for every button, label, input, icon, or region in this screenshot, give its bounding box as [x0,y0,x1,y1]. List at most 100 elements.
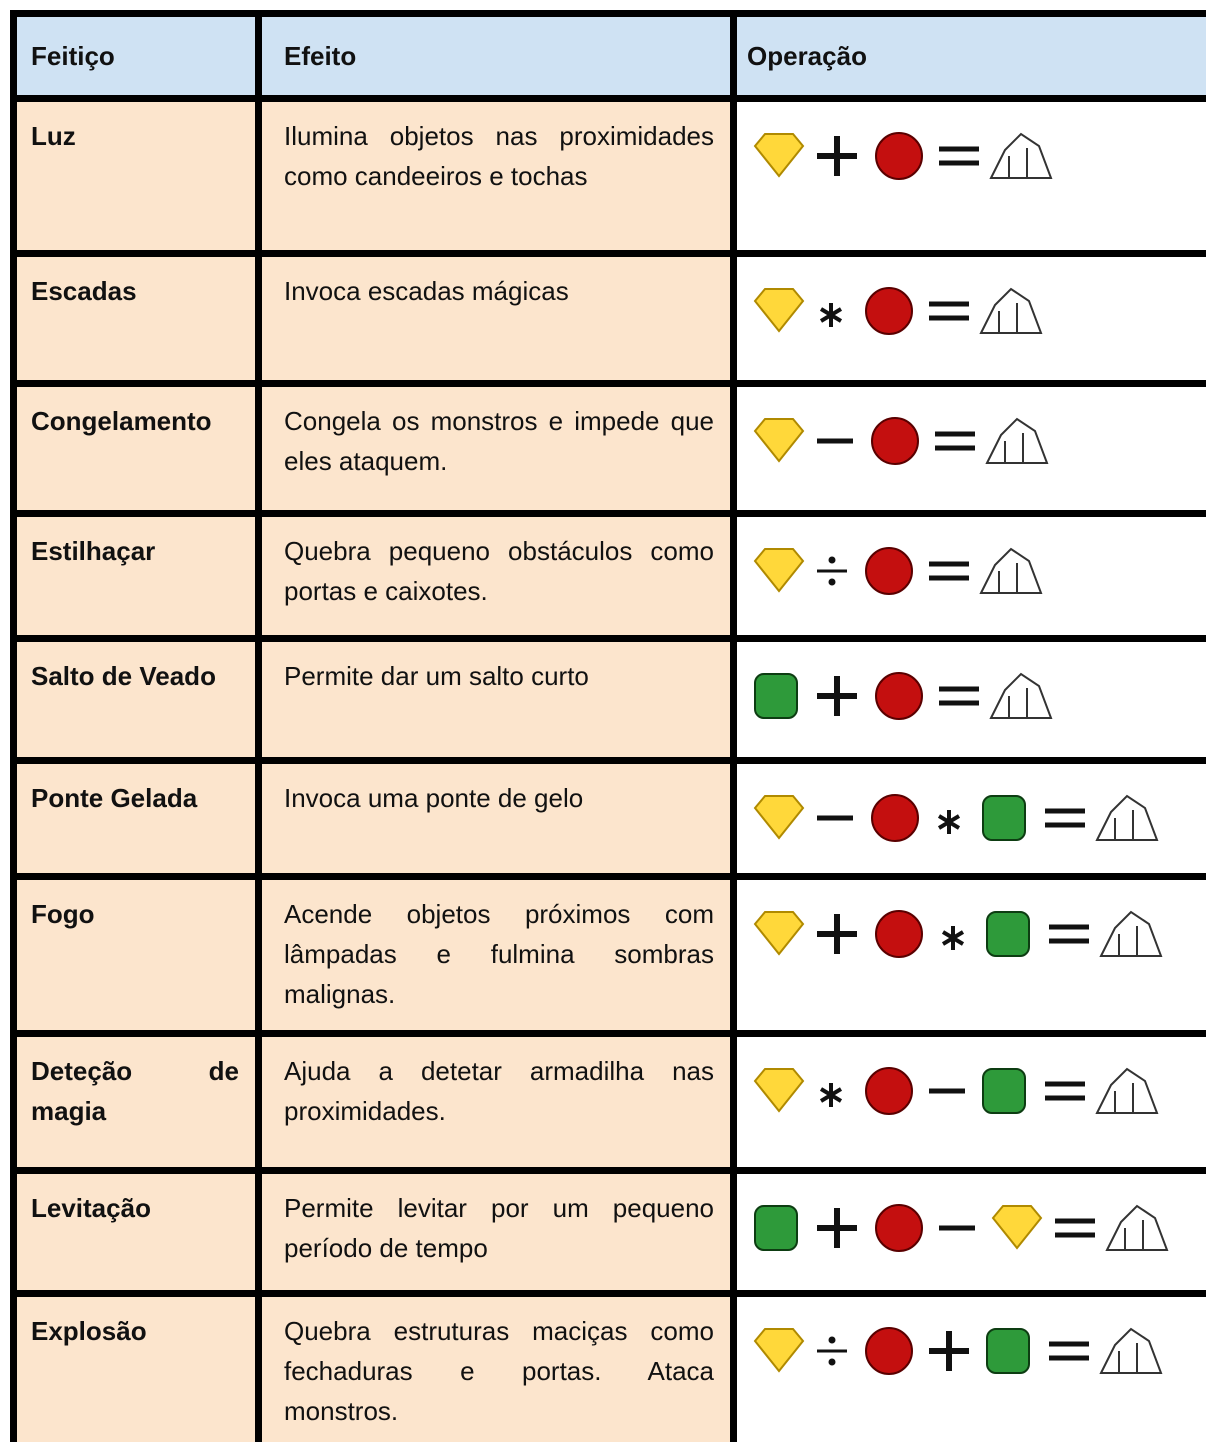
circle-icon [871,417,919,465]
result-icon [1105,1204,1169,1251]
asterisk-sign [819,303,843,327]
spell-effect: Acende objetos próximos com lâmpadas e f… [255,873,737,1037]
operation-cell [730,1167,1206,1297]
result-icon [989,132,1053,179]
spell-name: Levitação [10,1167,262,1297]
spell-row: Luz Ilumina objetos nas proximidades como… [10,95,1206,257]
spell-name: Deteção de magia [10,1030,262,1174]
gem-icon [753,548,805,593]
circle-icon [875,1204,923,1252]
header-row: Feitiço Efeito Operação [10,10,1206,102]
circle-icon [875,132,923,180]
operation-formula [754,1204,1169,1252]
spell-effect: Quebra pequeno obstáculos como portas e … [255,510,737,642]
operation-cell [730,1290,1206,1442]
gem-icon [753,1068,805,1113]
plus-sign [817,1208,857,1248]
circle-icon [871,794,919,842]
asterisk-sign [937,810,961,834]
operation-formula [753,1067,1159,1115]
spell-effect: Permite levitar por um pequeno período d… [255,1167,737,1297]
spell-table: Feitiço Efeito Operação Luz Ilumina objet… [10,10,1206,1442]
equals-sign [1049,924,1089,944]
operation-cell [730,380,1206,517]
result-icon [1099,1327,1163,1374]
spell-name: Explosão [10,1290,262,1442]
operation-cell [730,873,1206,1037]
square-icon [982,795,1026,841]
spell-row: Ponte Gelada Invoca uma ponte de gelo [10,757,1206,880]
equals-sign [935,431,975,451]
header-cell: Feitiço [10,10,262,102]
spell-row: Estilhaçar Quebra pequeno obstáculos como… [10,510,1206,642]
gem-icon [753,795,805,840]
spell-name: Fogo [10,873,262,1037]
gem-icon [753,288,805,333]
spell-effect: Congela os monstros e impede que eles at… [255,380,737,517]
square-icon [754,1205,798,1251]
spell-effect: Ajuda a detetar armadilha nas proximidad… [255,1030,737,1174]
spell-name: Escadas [10,250,262,387]
result-icon [979,547,1043,594]
spell-name: Estilhaçar [10,510,262,642]
square-icon [982,1068,1026,1114]
spell-effect: Invoca escadas mágicas [255,250,737,387]
operation-cell [730,635,1206,764]
operation-formula [753,132,1053,180]
gem-icon [753,911,805,956]
asterisk-sign [941,926,965,950]
result-icon [1095,794,1159,841]
spell-name: Congelamento [10,380,262,517]
operation-formula [753,417,1049,465]
asterisk-sign [819,1083,843,1107]
gem-icon [991,1205,1043,1250]
equals-sign [939,146,979,166]
operation-cell [730,95,1206,257]
circle-icon [875,672,923,720]
spell-row: Levitação Permite levitar por um pequeno … [10,1167,1206,1297]
header-cell: Efeito [255,10,737,102]
spell-row: Escadas Invoca escadas mágicas [10,250,1206,387]
operation-formula [754,672,1053,720]
gem-icon [753,1328,805,1373]
gem-icon [753,418,805,463]
divide-dot [828,1336,836,1344]
spell-row: Deteção de magia Ajuda a detetar armadilh… [10,1030,1206,1174]
equals-sign [939,686,979,706]
gem-icon [753,133,805,178]
spell-name: Ponte Gelada [10,757,262,880]
result-icon [1099,910,1163,957]
spell-effect: Ilumina objetos nas proximidades como ca… [255,95,737,257]
square-icon [986,911,1030,957]
square-icon [986,1328,1030,1374]
square-icon [754,673,798,719]
result-icon [985,417,1049,464]
spell-name: Salto de Veado [10,635,262,764]
plus-sign [817,676,857,716]
spell-effect: Quebra estruturas maciças como fechadura… [255,1290,737,1442]
spell-row: Congelamento Congela os monstros e impede… [10,380,1206,517]
spell-effect: Permite dar um salto curto [255,635,737,764]
operation-cell [730,757,1206,880]
spell-name: Luz [10,95,262,257]
divide-dot [828,1358,836,1366]
operation-formula [753,1327,1163,1375]
operation-formula [753,287,1043,335]
plus-sign [817,136,857,176]
operation-formula [753,910,1163,958]
equals-sign [1045,808,1085,828]
plus-sign [817,914,857,954]
spell-row: Fogo Acende objetos próximos com lâmpadas… [10,873,1206,1037]
plus-sign [929,1331,969,1371]
divide-dot [828,556,836,564]
divide-dot [828,578,836,586]
circle-icon [865,1327,913,1375]
equals-sign [929,561,969,581]
equals-sign [1055,1218,1095,1238]
operation-formula [753,794,1159,842]
header-cell: Operação [730,10,1206,102]
operation-formula [753,547,1043,595]
equals-sign [1049,1341,1089,1361]
spell-row: Explosão Quebra estruturas maciças como f… [10,1290,1206,1442]
